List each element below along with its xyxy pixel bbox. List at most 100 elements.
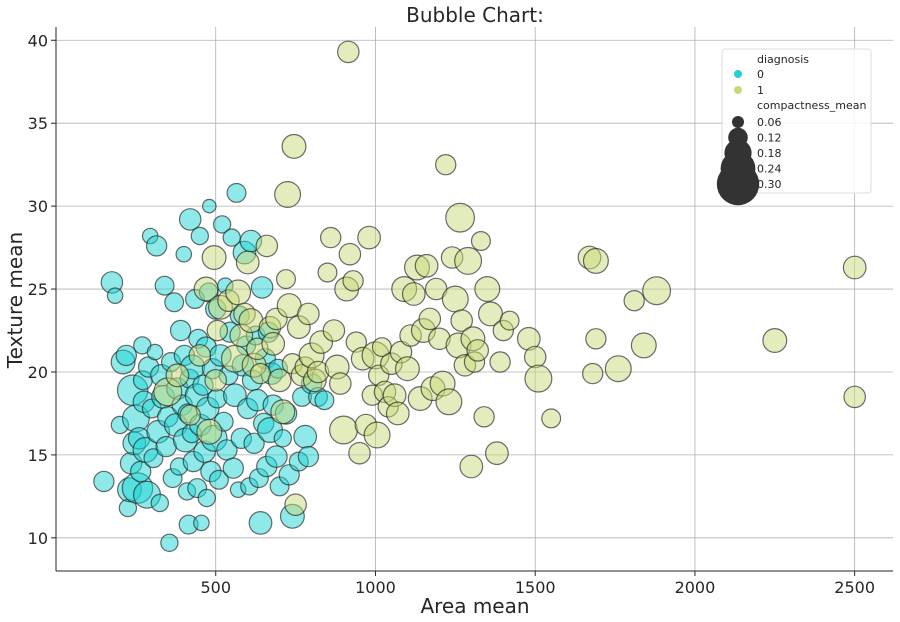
bubble-point xyxy=(93,470,115,493)
size-legend-label: 0.24 xyxy=(757,163,782,176)
bubble-point xyxy=(115,344,138,367)
y-tick-label: 25 xyxy=(28,280,48,299)
legend-size-title: compactness_mean xyxy=(757,99,867,112)
bubble-point xyxy=(197,488,216,508)
bubble-point xyxy=(212,215,232,234)
bubble-point xyxy=(466,339,489,362)
bubble-point xyxy=(320,226,342,249)
bubble-point xyxy=(328,372,352,395)
bubble-point xyxy=(336,40,360,64)
bubble-point xyxy=(226,182,247,203)
x-tick-label: 2500 xyxy=(834,578,875,597)
size-legend-label: 0.06 xyxy=(757,116,782,129)
size-legend-label: 0.18 xyxy=(757,147,782,160)
legend-label-0: 0 xyxy=(757,68,764,81)
y-tick-label: 20 xyxy=(28,363,48,382)
bubble-point xyxy=(267,368,292,393)
x-tick-label: 500 xyxy=(200,578,231,597)
x-tick-label: 1000 xyxy=(355,578,396,597)
y-tick-label: 15 xyxy=(28,446,48,465)
bubble-point xyxy=(204,368,227,392)
bubble-point xyxy=(342,270,364,292)
bubble-point xyxy=(394,356,420,382)
y-tick-label: 35 xyxy=(28,114,48,133)
bubble-point xyxy=(150,493,169,513)
legend-marker-1 xyxy=(734,86,742,94)
bubble-point xyxy=(250,276,274,299)
size-legend-marker xyxy=(716,162,760,206)
bubble-point xyxy=(145,235,168,257)
bubble-point xyxy=(524,364,553,393)
bubble-point xyxy=(190,226,209,246)
bubble-point xyxy=(642,276,672,306)
bubble-point xyxy=(225,279,252,306)
bubble-point xyxy=(169,319,192,342)
bubble-point xyxy=(322,319,346,342)
bubble-point xyxy=(202,198,217,214)
bubble-point xyxy=(106,287,124,304)
bubble-point xyxy=(489,351,511,373)
bubble-point xyxy=(582,362,604,385)
bubble-point xyxy=(401,282,426,306)
bubble-point xyxy=(179,404,201,426)
x-tick-label: 1500 xyxy=(515,578,556,597)
bubble-point xyxy=(154,275,175,296)
bubble-point xyxy=(249,362,272,385)
bubble-point xyxy=(222,457,244,479)
bubble-point xyxy=(261,331,286,356)
bubble-point xyxy=(585,328,607,350)
bubble-point xyxy=(338,242,362,266)
bubble-point xyxy=(160,533,179,553)
bubble-point xyxy=(630,332,657,359)
bubble-point xyxy=(201,245,227,271)
bubble-point xyxy=(274,181,302,209)
legend: diagnosis 0 1 compactness_mean 0.060.120… xyxy=(716,48,872,206)
bubble-point xyxy=(459,454,484,479)
bubble-point xyxy=(297,445,320,468)
bubble-point xyxy=(499,310,520,331)
bubble-point xyxy=(255,234,279,258)
y-tick-label: 30 xyxy=(28,197,48,216)
bubble-point xyxy=(196,418,223,445)
bubble-point xyxy=(604,355,632,383)
bubble-point xyxy=(235,250,260,275)
bubble-point xyxy=(165,363,190,388)
bubble-point xyxy=(470,231,491,252)
size-legend-label: 0.30 xyxy=(757,178,782,191)
chart-title: Bubble Chart: xyxy=(406,3,544,27)
bubble-point xyxy=(582,247,609,274)
bubble-point xyxy=(357,225,382,250)
bubble-point xyxy=(485,441,509,466)
bubble-point xyxy=(317,262,338,283)
bubble-point xyxy=(842,255,867,280)
bubble-point xyxy=(385,401,410,426)
bubble-point xyxy=(445,202,476,233)
bubble-point xyxy=(441,285,469,313)
size-legend-label: 0.12 xyxy=(757,132,782,145)
x-axis-label: Area mean xyxy=(420,594,529,618)
bubble-point xyxy=(348,441,371,465)
bubble-point xyxy=(243,432,265,454)
bubble-point xyxy=(248,511,273,535)
legend-marker-0 xyxy=(734,70,742,78)
series-1-bubbles xyxy=(153,40,867,516)
bubble-point xyxy=(276,269,297,290)
y-tick-label: 40 xyxy=(28,31,48,50)
bubble-point xyxy=(450,309,473,332)
bubble-point xyxy=(329,415,359,445)
bubble-point xyxy=(473,406,495,428)
bubble-point xyxy=(762,328,788,354)
bubble-point xyxy=(541,408,562,429)
bubble-point xyxy=(435,388,463,416)
size-legend-marker xyxy=(732,116,744,128)
bubble-point xyxy=(178,208,202,231)
y-axis-label: Texture mean xyxy=(3,232,27,369)
bubble-point xyxy=(188,344,212,367)
bubble-point xyxy=(843,385,866,409)
bubble-point xyxy=(314,390,335,411)
legend-frame xyxy=(721,48,872,194)
bubble-point xyxy=(623,290,645,312)
x-tick-label: 2000 xyxy=(675,578,716,597)
